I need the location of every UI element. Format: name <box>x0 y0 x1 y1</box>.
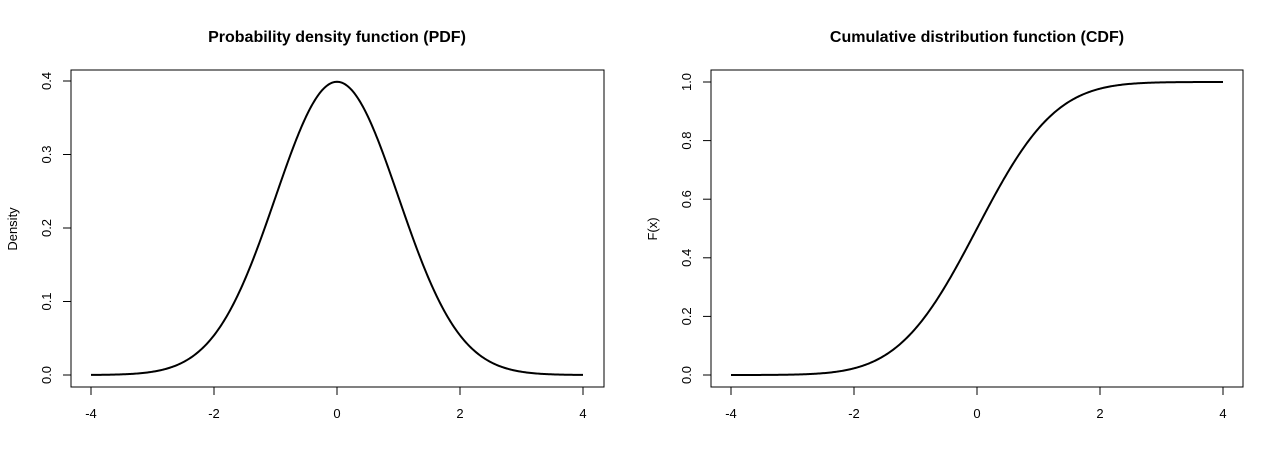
x-tick-label: -2 <box>208 406 220 421</box>
x-tick-label: 2 <box>456 406 463 421</box>
cdf-y-axis-label: F(x) <box>645 217 660 240</box>
pdf-panel: Probability density function (PDF) -4 -2 0… <box>5 29 605 421</box>
cdf-title: Cumulative distribution function (CDF) <box>830 29 1124 46</box>
x-tick-label: -4 <box>85 406 97 421</box>
y-tick-label: 0.4 <box>39 72 54 90</box>
y-tick-label: 0.0 <box>679 366 694 384</box>
y-tick-label: 0.2 <box>39 219 54 237</box>
x-tick-label: 0 <box>333 406 340 421</box>
pdf-title: Probability density function (PDF) <box>208 29 466 46</box>
x-tick-label: 0 <box>973 406 980 421</box>
pdf-plot-frame <box>70 69 605 388</box>
x-tick-label: 2 <box>1096 406 1103 421</box>
y-tick-label: 0.2 <box>679 307 694 325</box>
y-tick-label: 0.6 <box>679 190 694 208</box>
y-tick-label: 0.3 <box>39 145 54 163</box>
y-tick-label: 1.0 <box>679 73 694 91</box>
pdf-x-axis: -4 -2 0 2 4 <box>85 386 587 421</box>
x-tick-label: -2 <box>848 406 860 421</box>
cdf-x-axis: -4 -2 0 2 4 <box>725 386 1227 421</box>
x-tick-label: -4 <box>725 406 737 421</box>
x-tick-label: 4 <box>579 406 586 421</box>
pdf-y-axis-label: Density <box>5 207 20 251</box>
y-tick-label: 0.8 <box>679 132 694 150</box>
pdf-y-axis: 0.0 0.1 0.2 0.3 0.4 <box>39 72 72 384</box>
y-tick-label: 0.1 <box>39 292 54 310</box>
cdf-y-axis: 0.0 0.2 0.4 0.6 0.8 1.0 <box>679 73 712 384</box>
cdf-curve <box>731 81 1223 376</box>
y-tick-label: 0.0 <box>39 366 54 384</box>
pdf-curve <box>90 80 584 376</box>
cdf-panel: Cumulative distribution function (CDF) -… <box>645 29 1244 421</box>
y-tick-label: 0.4 <box>679 249 694 267</box>
x-tick-label: 4 <box>1219 406 1226 421</box>
